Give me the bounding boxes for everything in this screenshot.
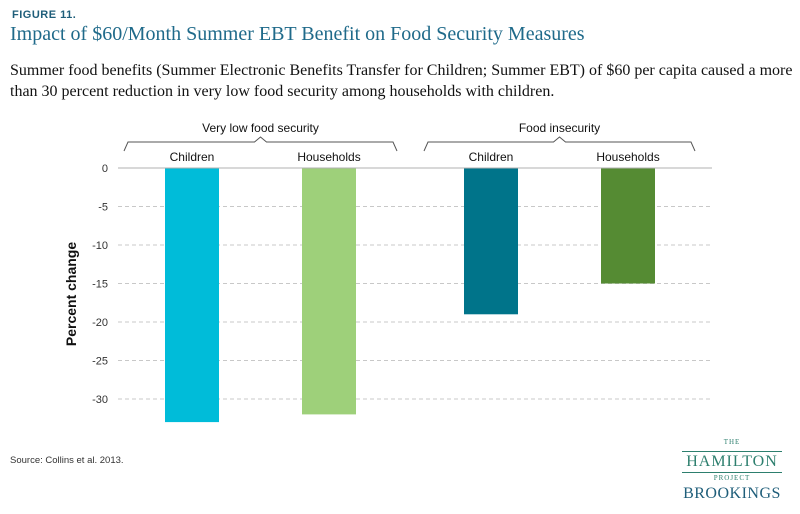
group-bracket [123, 136, 398, 152]
category-label: Households [596, 150, 659, 164]
y-tick-label: -10 [92, 240, 108, 252]
bar [165, 168, 219, 423]
y-tick-label: -20 [92, 317, 108, 329]
chart-subtitle: Summer food benefits (Summer Electronic … [10, 62, 793, 100]
group-label: Food insecurity [519, 121, 600, 135]
y-tick-label: 0 [102, 163, 108, 175]
y-tick-label: -15 [92, 279, 108, 291]
category-label: Children [469, 150, 514, 164]
chart-title: Impact of $60/Month Summer EBT Benefit o… [10, 23, 585, 45]
y-tick-label: -25 [92, 356, 108, 368]
figure-label: FIGURE 11. [12, 9, 77, 21]
bar [464, 168, 518, 315]
logo-project: PROJECT [713, 474, 751, 482]
category-label: Households [297, 150, 360, 164]
logo-brookings: BROOKINGS [683, 485, 781, 502]
y-axis-label: Percent change [63, 242, 79, 346]
logo-the: THE [723, 438, 741, 446]
y-tick-label: -5 [98, 202, 108, 214]
brookings-hamilton-logo: THE HAMILTON PROJECT BROOKINGS [672, 438, 792, 510]
bar [601, 168, 655, 284]
group-label: Very low food security [202, 121, 319, 135]
logo-hamilton: HAMILTON [682, 451, 782, 473]
y-tick-label: -30 [92, 394, 108, 406]
source-note: Source: Collins et al. 2013. [10, 455, 124, 466]
category-label: Children [170, 150, 215, 164]
bar [302, 168, 356, 415]
group-bracket [423, 136, 696, 152]
